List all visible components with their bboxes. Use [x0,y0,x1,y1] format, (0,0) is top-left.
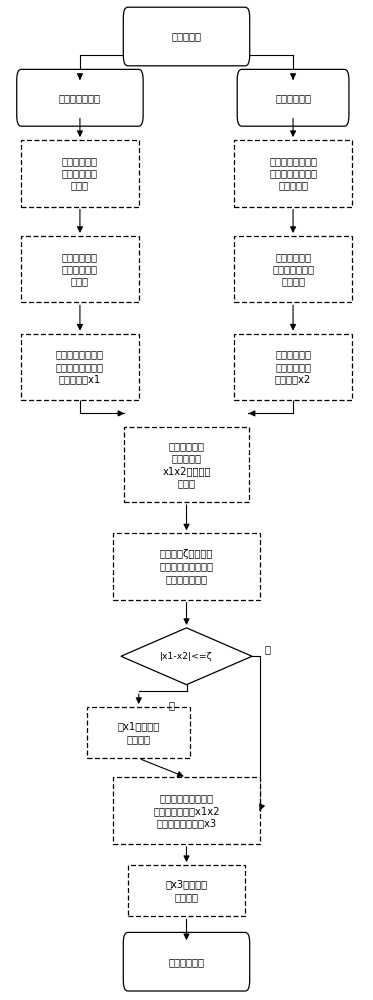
Text: 电子鼻节点测
量环境气体浓
度信息: 电子鼻节点测 量环境气体浓 度信息 [62,156,98,191]
Text: 双摄像头从不同角
度获取气体泄漏源
的两幅图像: 双摄像头从不同角 度获取气体泄漏源 的两幅图像 [269,156,317,191]
FancyBboxPatch shape [128,865,245,916]
FancyBboxPatch shape [21,334,139,400]
Text: 以一点为中心融合
各节点位置信息确
定气源位置x1: 以一点为中心融合 各节点位置信息确 定气源位置x1 [56,349,104,384]
Text: 运用改进的自适应加
权融合算法得出x1x2
融合后的位置信息x3: 运用改进的自适应加 权融合算法得出x1x2 融合后的位置信息x3 [153,793,220,828]
Text: 给定参数ζ对嗅觉定
位信息与视觉定位信
息进行比较判断: 给定参数ζ对嗅觉定 位信息与视觉定位信 息进行比较判断 [160,549,213,584]
FancyBboxPatch shape [113,533,260,600]
FancyBboxPatch shape [17,69,143,126]
Text: |x1-x2|<=ζ: |x1-x2|<=ζ [160,652,213,661]
FancyBboxPatch shape [234,140,352,207]
FancyBboxPatch shape [87,707,190,758]
Text: 启用电子鼻网络: 启用电子鼻网络 [59,93,101,103]
Polygon shape [121,628,252,685]
Text: 启用双摄像头: 启用双摄像头 [275,93,311,103]
FancyBboxPatch shape [113,777,260,844]
FancyBboxPatch shape [21,140,139,207]
Text: 通过通信模块
将位置信息
x1x2传给中心
计算机: 通过通信模块 将位置信息 x1x2传给中心 计算机 [162,441,211,488]
FancyBboxPatch shape [234,236,352,302]
FancyBboxPatch shape [123,932,250,991]
Text: 确定气体泄漏
源的三维轮廓
得出位置x2: 确定气体泄漏 源的三维轮廓 得出位置x2 [275,349,311,384]
Text: 以x1作为气源
准确位置: 以x1作为气源 准确位置 [117,721,160,744]
FancyBboxPatch shape [21,236,139,302]
Text: 各节点根据气
体模型确定气
源位置: 各节点根据气 体模型确定气 源位置 [62,252,98,287]
FancyBboxPatch shape [124,427,249,502]
Text: 开启中心机: 开启中心机 [172,32,201,42]
Text: 以x3作为气源
准确位置: 以x3作为气源 准确位置 [166,879,207,902]
FancyBboxPatch shape [123,7,250,66]
FancyBboxPatch shape [237,69,349,126]
Text: 停止气体检测: 停止气体检测 [169,957,204,967]
FancyBboxPatch shape [234,334,352,400]
Text: 否: 否 [264,644,270,654]
Text: 是: 是 [169,701,175,711]
Text: 图像处理对准
融合由视差值得
深度信息: 图像处理对准 融合由视差值得 深度信息 [272,252,314,287]
